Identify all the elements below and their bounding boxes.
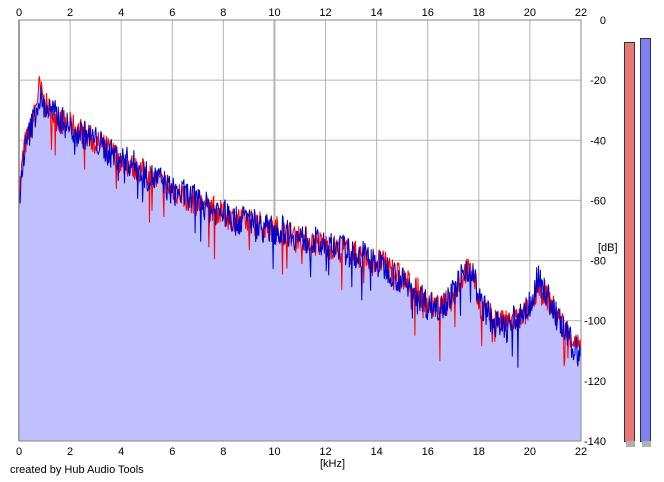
x-tick-label: 8 (220, 446, 226, 458)
y-axis-label: [dB] (598, 242, 618, 254)
x-tick-label: 12 (319, 446, 331, 458)
x-tick-label: 2 (67, 7, 73, 19)
x-tick-label: 8 (220, 7, 226, 19)
y-tick-label: 0 (600, 15, 606, 27)
x-axis-label: [kHz] (320, 458, 346, 470)
y-tick-label: -20 (590, 75, 606, 87)
spectrum-fill-area (19, 76, 581, 442)
plot-frame (18, 19, 582, 442)
credit-text: created by Hub Audio Tools (10, 464, 144, 476)
x-tick-label: 2 (67, 446, 73, 458)
left-meter-shadow (626, 441, 635, 447)
x-tick-label: 22 (575, 7, 587, 19)
y-tick-label: -80 (590, 256, 606, 268)
x-tick-label: 4 (118, 446, 124, 458)
x-tick-label: 18 (473, 7, 485, 19)
right-channel-line (18, 87, 582, 368)
right-meter-shadow (642, 441, 651, 447)
x-tick-label: 10 (268, 446, 280, 458)
x-tick-label: 6 (169, 7, 175, 19)
x-tick-label: 16 (422, 446, 434, 458)
y-tick-label: -40 (590, 135, 606, 147)
y-tick-label: -140 (584, 436, 606, 448)
x-tick-label: 14 (371, 446, 383, 458)
y-tick-label: -60 (590, 195, 606, 207)
x-tick-label: 16 (422, 7, 434, 19)
x-tick-label: 22 (575, 446, 587, 458)
x-tick-label: 18 (473, 446, 485, 458)
y-tick-label: -120 (584, 376, 606, 388)
x-tick-label: 20 (524, 446, 536, 458)
x-tick-label: 20 (524, 7, 536, 19)
x-tick-labels-top: 0 2 4 6 8 10 12 14 16 18 20 22 (16, 7, 587, 19)
x-tick-label: 4 (118, 7, 124, 19)
x-tick-label: 14 (371, 7, 383, 19)
y-tick-label: -100 (584, 316, 606, 328)
x-tick-label: 12 (319, 7, 331, 19)
x-tick-label: 6 (169, 446, 175, 458)
x-tick-label: 10 (268, 7, 280, 19)
x-tick-label: 0 (16, 446, 22, 458)
right-level-meter (640, 38, 651, 442)
x-tick-labels-bottom: 0 2 4 6 8 10 12 14 16 18 20 22 (16, 446, 587, 458)
left-level-meter (624, 42, 635, 442)
y-tick-labels: 0 -20 -40 -60 -80 -100 -120 -140 (584, 15, 606, 448)
x-tick-label: 0 (16, 7, 22, 19)
